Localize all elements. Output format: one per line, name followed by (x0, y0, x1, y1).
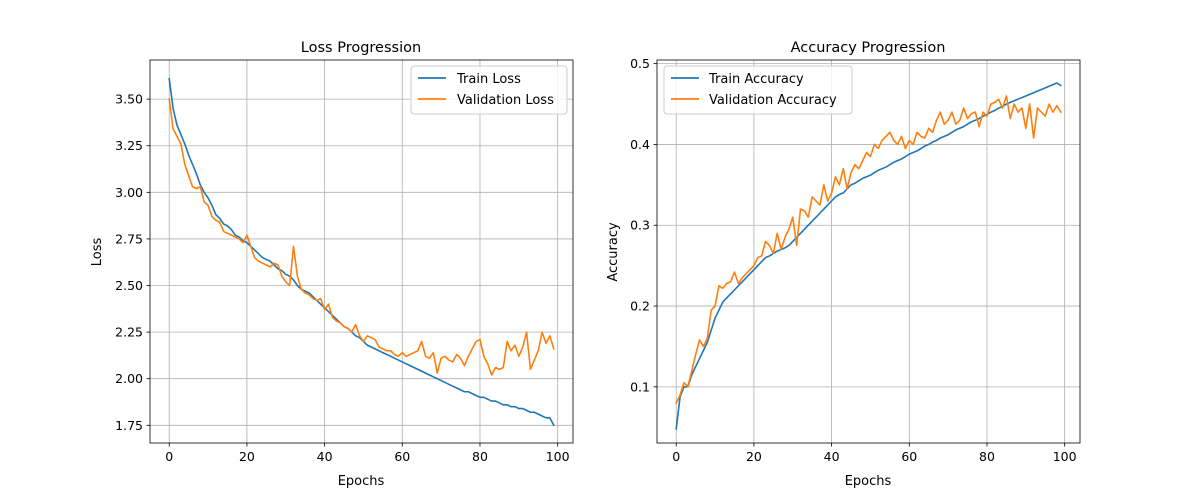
accuracy-series-train-line (675, 82, 1062, 430)
loss-x-axis-label: Epochs (338, 474, 385, 489)
loss-series (168, 77, 555, 427)
accuracy-chart: 0 20 40 60 80 100 0.1 0.2 0.3 0.4 0.5 Accuracy Pr… (606, 40, 1081, 489)
accuracy-x-axis-label: Epochs (845, 474, 892, 489)
loss-y-ticks: 1.75 2.00 2.25 2.50 2.75 3.00 3.25 3.50 (115, 92, 150, 433)
loss-y-tick-label: 1.75 (115, 418, 143, 433)
accuracy-x-tick-label: 80 (979, 449, 995, 464)
accuracy-legend-label-validation: Validation Accuracy (709, 93, 837, 108)
loss-x-ticks: 0 20 40 60 80 100 (165, 443, 570, 464)
loss-x-tick-label: 40 (317, 449, 333, 464)
accuracy-y-tick-label: 0.4 (630, 137, 650, 152)
loss-y-tick-label: 3.50 (115, 92, 143, 107)
loss-x-tick-label: 100 (546, 449, 570, 464)
loss-y-tick-label: 2.25 (115, 325, 143, 340)
accuracy-y-tick-label: 0.5 (630, 56, 650, 71)
accuracy-legend-label-train: Train Accuracy (708, 72, 804, 87)
accuracy-x-tick-label: 60 (901, 449, 917, 464)
accuracy-y-axis-label: Accuracy (606, 222, 621, 282)
accuracy-chart-title: Accuracy Progression (791, 40, 946, 56)
loss-legend-label-validation: Validation Loss (457, 93, 554, 108)
loss-axes-frame (149, 59, 574, 444)
accuracy-y-tick-label: 0.2 (630, 299, 650, 314)
loss-y-tick-label: 2.75 (115, 231, 143, 246)
loss-legend: Train Loss Validation Loss (410, 65, 568, 115)
accuracy-x-ticks: 0 20 40 60 80 100 (672, 443, 1077, 464)
accuracy-grid (657, 60, 1080, 443)
loss-legend-box (410, 65, 568, 115)
accuracy-axes-frame (656, 59, 1081, 444)
loss-grid (150, 60, 573, 443)
accuracy-y-tick-label: 0.1 (630, 379, 650, 394)
loss-x-tick-label: 20 (239, 449, 255, 464)
loss-y-tick-label: 3.25 (115, 138, 143, 153)
loss-y-tick-label: 2.00 (115, 371, 143, 386)
accuracy-x-tick-label: 100 (1053, 449, 1077, 464)
loss-y-tick-label: 2.50 (115, 278, 143, 293)
loss-chart-title: Loss Progression (301, 40, 421, 56)
loss-y-axis-label: Loss (90, 238, 105, 267)
loss-x-tick-label: 60 (394, 449, 410, 464)
loss-legend-label-train: Train Loss (456, 72, 521, 87)
loss-series-validation-line (168, 98, 555, 376)
accuracy-series (675, 82, 1062, 430)
accuracy-y-tick-label: 0.3 (630, 218, 650, 233)
accuracy-x-tick-label: 40 (824, 449, 840, 464)
loss-x-tick-label: 0 (165, 449, 173, 464)
loss-y-tick-label: 3.00 (115, 185, 143, 200)
loss-chart: 0 20 40 60 80 100 1.75 2.00 2.25 2.50 2.75 3.00 3.2… (90, 40, 574, 489)
accuracy-series-validation-line (675, 95, 1062, 405)
loss-x-tick-label: 80 (472, 449, 488, 464)
accuracy-y-ticks: 0.1 0.2 0.3 0.4 0.5 (630, 56, 657, 394)
accuracy-legend: Train Accuracy Validation Accuracy (663, 65, 853, 115)
loss-series-train-line (168, 77, 555, 427)
accuracy-x-tick-label: 20 (746, 449, 762, 464)
accuracy-x-tick-label: 0 (672, 449, 680, 464)
accuracy-legend-box (663, 65, 853, 115)
